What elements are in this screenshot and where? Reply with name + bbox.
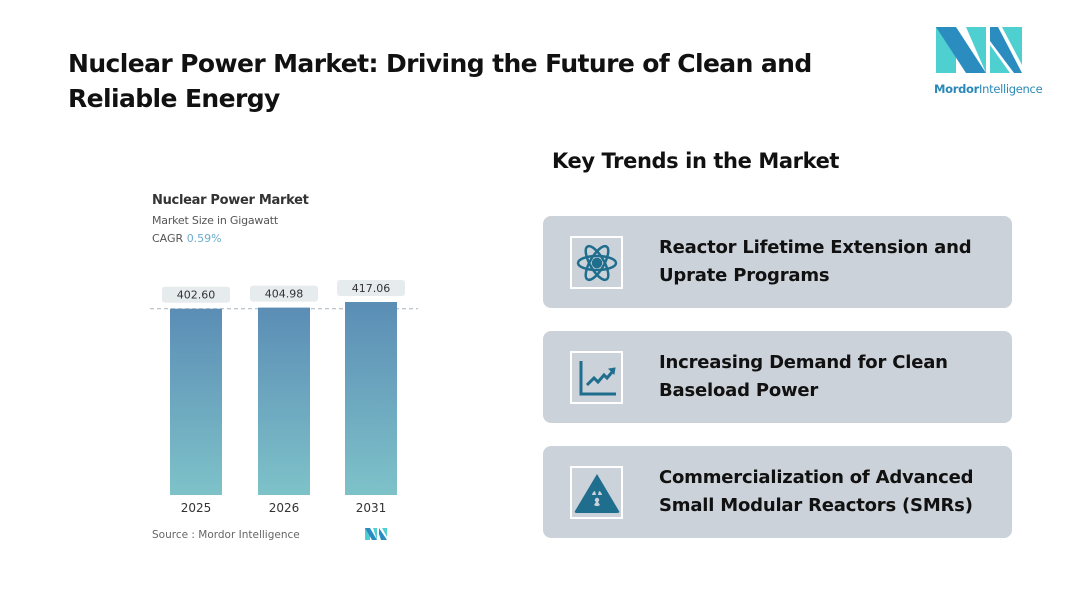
data-label-box xyxy=(250,285,318,302)
data-label: 402.60 xyxy=(177,289,216,302)
trend-card-smr: Commercialization of Advanced Small Modu… xyxy=(543,446,1012,538)
data-label: 404.98 xyxy=(265,288,304,301)
cagr-value: 0.59% xyxy=(186,232,222,245)
chart-cagr: CAGR 0.59% xyxy=(152,232,222,245)
x-tick-label: 2031 xyxy=(356,501,387,515)
radiation-warning-icon xyxy=(570,466,623,519)
x-tick-label: 2026 xyxy=(269,501,300,515)
logo-mark-icon xyxy=(936,27,1022,73)
cagr-label: CAGR xyxy=(152,232,184,245)
logo-brand2: Intelligence xyxy=(979,82,1043,96)
trend-chart-icon xyxy=(570,351,623,404)
mordor-logo: MordorIntelligence xyxy=(934,25,1043,96)
trend-label: Commercialization of Advanced Small Modu… xyxy=(659,467,974,516)
bar-chart: 402.60 2025 404.98 2026 417.06 2031 xyxy=(150,280,418,515)
bar-2026 xyxy=(258,307,310,495)
data-label: 417.06 xyxy=(352,282,391,295)
key-trends-heading: Key Trends in the Market xyxy=(552,149,840,173)
x-tick-label: 2025 xyxy=(181,501,212,515)
trend-label: Increasing Demand for Clean Baseload Pow… xyxy=(659,352,948,401)
trend-card-lifetime-extension: Reactor Lifetime Extension and Uprate Pr… xyxy=(543,216,1012,308)
page-title: Nuclear Power Market: Driving the Future… xyxy=(68,49,812,113)
chart-title: Nuclear Power Market xyxy=(152,193,309,208)
data-label-box xyxy=(337,280,405,296)
chart-subtitle: Market Size in Gigawatt xyxy=(152,214,278,227)
logo-brand: Mordor xyxy=(934,82,980,96)
trend-label: Reactor Lifetime Extension and Uprate Pr… xyxy=(659,237,972,286)
bar-2031 xyxy=(345,302,397,495)
trend-card-clean-baseload: Increasing Demand for Clean Baseload Pow… xyxy=(543,331,1012,423)
bar-2025 xyxy=(170,308,222,495)
chart-source: Source : Mordor Intelligence xyxy=(152,529,300,541)
data-label-box xyxy=(162,286,230,303)
atom-icon xyxy=(570,236,623,289)
source-logo-icon xyxy=(365,528,387,540)
